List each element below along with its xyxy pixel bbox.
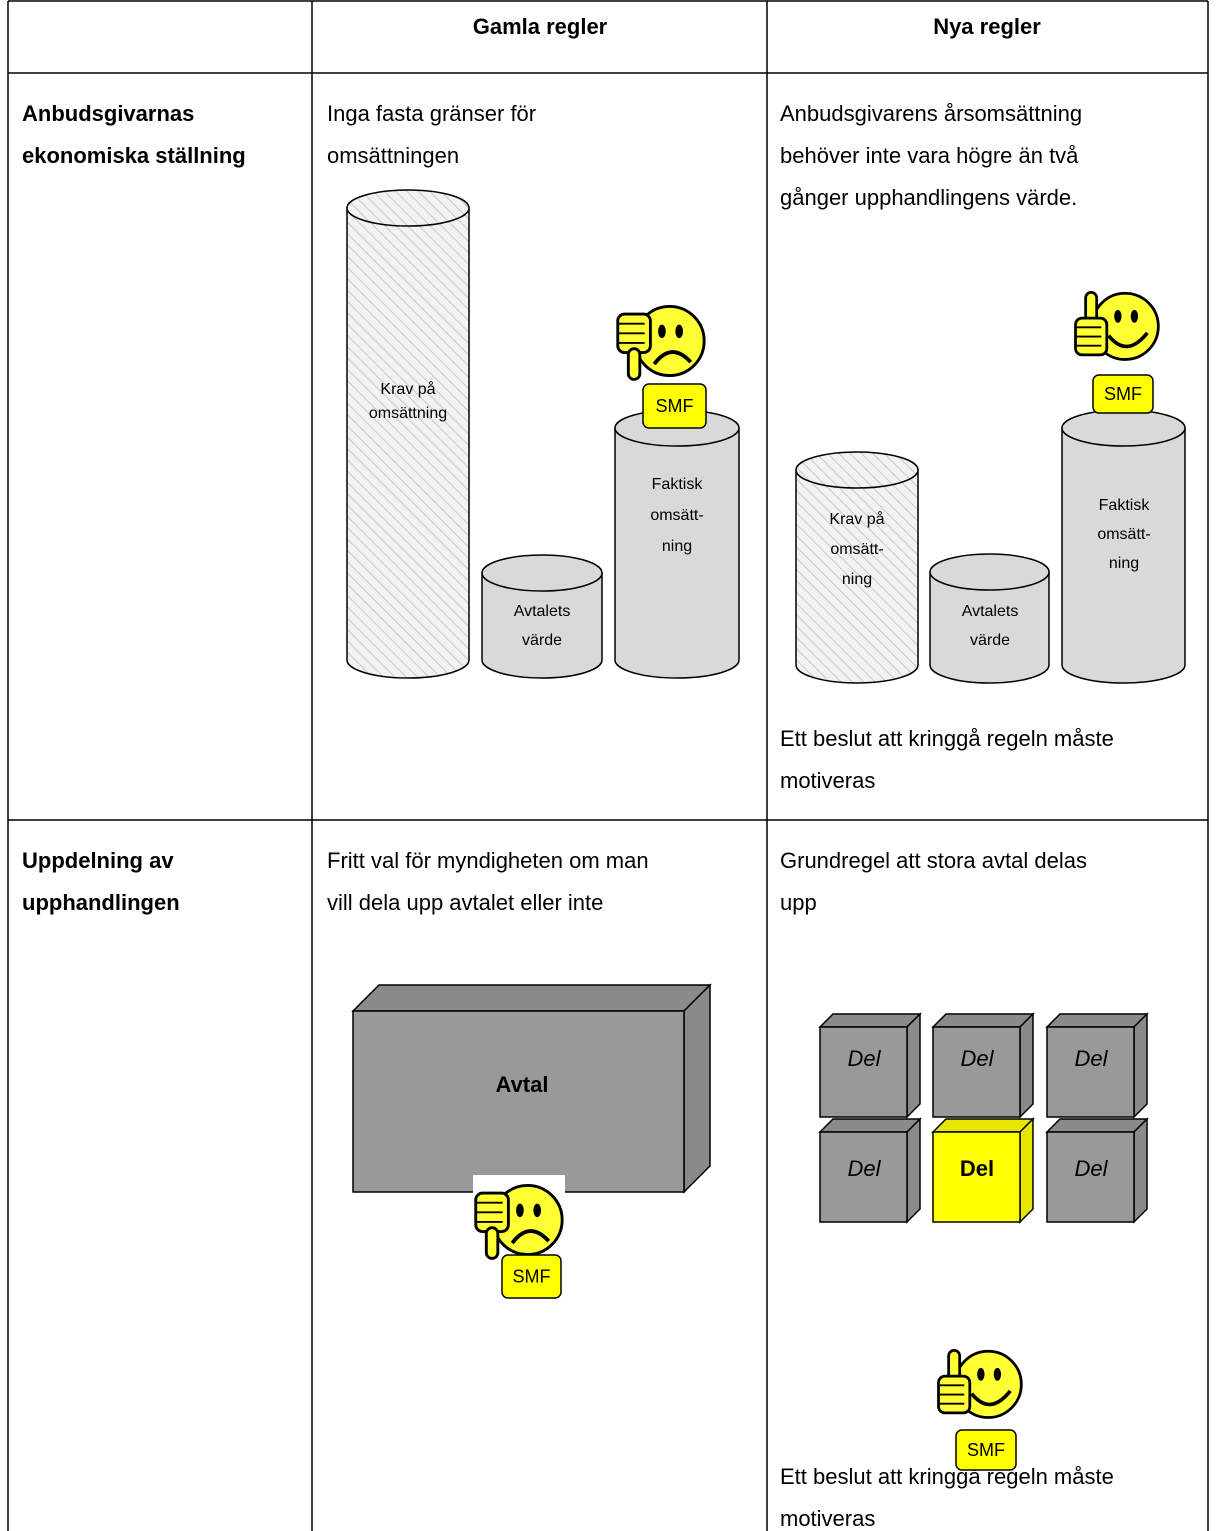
box-side xyxy=(1019,1117,1034,1224)
cylinder xyxy=(929,571,1050,684)
box-top xyxy=(1045,1013,1149,1028)
badge-label: SMF xyxy=(656,396,694,416)
cell-text: behöver inte vara högre än två xyxy=(780,143,1079,168)
smiley-icon xyxy=(936,1348,1024,1420)
cell-text: omsättningen xyxy=(327,143,459,168)
cell-text: Fritt val för myndigheten om man xyxy=(327,848,649,873)
row-label: upphandlingen xyxy=(22,890,180,915)
box-side xyxy=(683,983,711,1194)
smf-badge xyxy=(642,383,707,429)
part-label: Del xyxy=(1074,1046,1108,1071)
cylinder-label: Krav på xyxy=(829,510,884,528)
cylinder-label: Faktisk xyxy=(652,476,704,493)
row-label: ekonomiska ställning xyxy=(22,143,246,168)
cell-note: motiveras xyxy=(780,768,875,793)
cylinder-label: ning xyxy=(1109,555,1139,572)
part-label: Del xyxy=(847,1156,881,1181)
row-label: Uppdelning av xyxy=(22,848,174,873)
cylinder xyxy=(795,469,919,684)
cell-note: Ett beslut att kringgå regeln måste xyxy=(780,1464,1114,1489)
part-label: Del xyxy=(960,1046,994,1071)
smf-badge xyxy=(501,1254,562,1299)
cylinder-top xyxy=(795,451,919,489)
cell-text: Anbudsgivarens årsomsättning xyxy=(780,101,1082,126)
box-side xyxy=(906,1117,921,1224)
cylinder xyxy=(1061,427,1186,684)
box-label: Avtal xyxy=(496,1072,549,1097)
box-front xyxy=(932,1026,1021,1118)
cell-note: motiveras xyxy=(780,1506,875,1531)
smf-badge xyxy=(955,1429,1017,1471)
box-front xyxy=(1046,1026,1135,1118)
cell-text: vill dela upp avtalet eller inte xyxy=(327,890,603,915)
badge-label: SMF xyxy=(967,1440,1005,1460)
box-front xyxy=(819,1026,908,1118)
cylinder-label: omsätt- xyxy=(1097,526,1150,543)
smiley-icon xyxy=(615,304,707,382)
cell-note: Ett beslut att kringgå regeln måste xyxy=(780,726,1114,751)
cylinder-label: Avtalets xyxy=(962,603,1019,620)
box-side xyxy=(1133,1012,1148,1119)
cylinder-label: värde xyxy=(522,632,562,649)
cylinder-top xyxy=(346,189,470,227)
box-top xyxy=(818,1118,922,1133)
box-front xyxy=(819,1131,908,1223)
box-top xyxy=(351,984,712,1012)
cylinder-label: omsätt- xyxy=(830,541,883,558)
smiley-icon xyxy=(1073,290,1161,362)
box-top xyxy=(931,1118,1035,1133)
box-top xyxy=(1045,1118,1149,1133)
box-top xyxy=(931,1013,1035,1028)
part-label: Del xyxy=(847,1046,881,1071)
box-side xyxy=(1133,1117,1148,1224)
smf-badge xyxy=(1092,374,1154,414)
cylinder-top xyxy=(929,553,1050,591)
cell-text: upp xyxy=(780,890,817,915)
column-header: Gamla regler xyxy=(473,14,608,39)
cylinder-label: Avtalets xyxy=(514,603,571,620)
cylinder-label: omsätt- xyxy=(650,507,703,524)
cylinder-label: värde xyxy=(970,632,1010,649)
smiley-icon xyxy=(473,1183,565,1261)
cylinder-top xyxy=(481,554,603,592)
box-side xyxy=(906,1012,921,1119)
box-front xyxy=(352,1010,685,1193)
cylinder-label: ning xyxy=(842,571,872,588)
cylinder-label: Krav på xyxy=(380,380,435,398)
part-label: Del xyxy=(960,1156,994,1181)
column-header: Nya regler xyxy=(933,14,1041,39)
badge-label: SMF xyxy=(513,1266,551,1286)
box-top xyxy=(818,1013,922,1028)
cylinder xyxy=(614,427,740,679)
row-label: Anbudsgivarnas xyxy=(22,101,194,126)
box-side xyxy=(1019,1012,1034,1119)
box-front xyxy=(932,1131,1021,1223)
cylinder xyxy=(346,207,470,679)
cylinder-label: omsättning xyxy=(369,405,447,422)
cell-text: Grundregel att stora avtal delas xyxy=(780,848,1087,873)
cell-text: Inga fasta gränser för xyxy=(327,101,536,126)
cylinder xyxy=(481,572,603,679)
cell-text: gånger upphandlingens värde. xyxy=(780,185,1077,210)
cylinder-label: Faktisk xyxy=(1099,497,1151,514)
part-label: Del xyxy=(1074,1156,1108,1181)
cylinder-top xyxy=(1061,409,1186,447)
cylinder-label: ning xyxy=(662,538,692,555)
box-front xyxy=(1046,1131,1135,1223)
badge-label: SMF xyxy=(1104,384,1142,404)
